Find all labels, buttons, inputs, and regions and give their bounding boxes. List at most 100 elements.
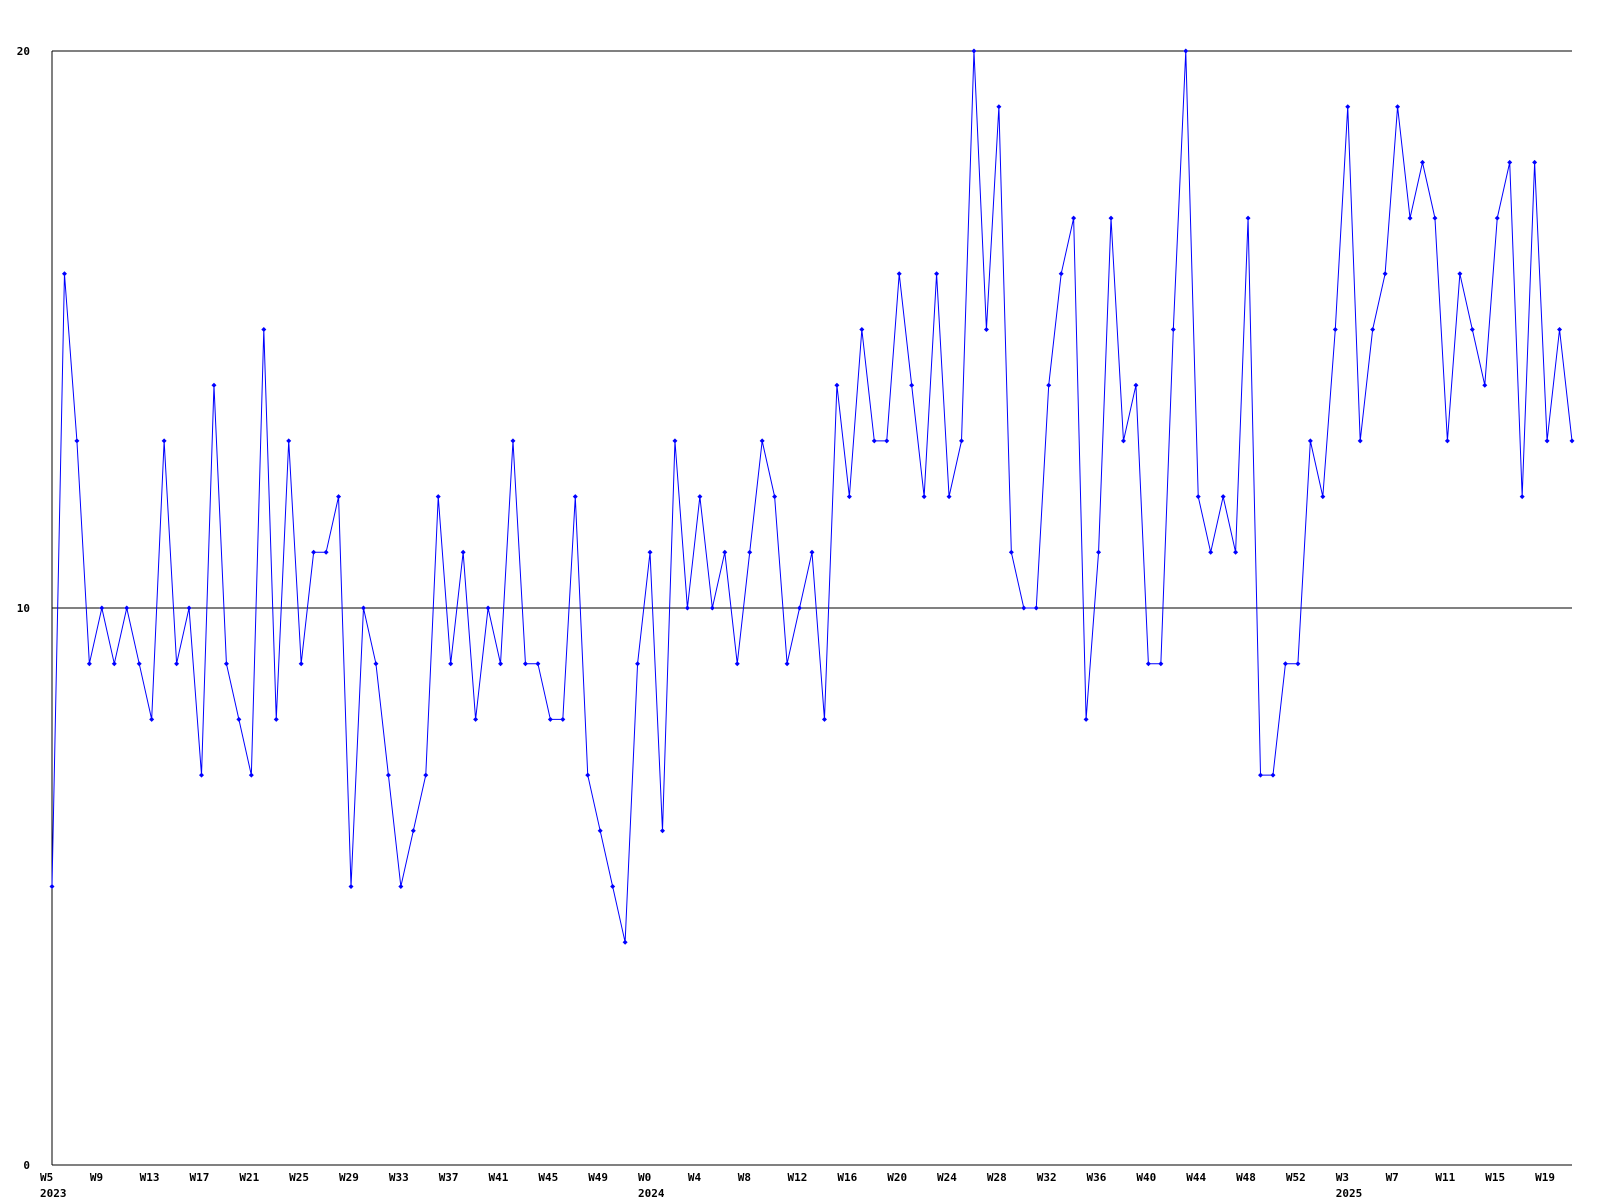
x-tick-label: W0 <box>638 1171 651 1184</box>
point-marker <box>1432 215 1438 221</box>
point-marker <box>1133 382 1139 388</box>
point-marker <box>1096 549 1102 555</box>
point-marker <box>734 661 740 667</box>
point-marker <box>971 48 977 54</box>
point-marker <box>996 104 1002 110</box>
point-marker <box>473 716 479 722</box>
point-marker <box>1357 438 1363 444</box>
point-marker <box>672 438 678 444</box>
point-marker <box>1457 271 1463 277</box>
point-marker <box>1444 438 1450 444</box>
point-marker <box>111 661 117 667</box>
point-marker <box>286 438 292 444</box>
point-marker <box>1046 382 1052 388</box>
point-marker <box>435 494 441 500</box>
x-tick-label: W20 <box>887 1171 907 1184</box>
point-marker <box>1395 104 1401 110</box>
point-marker <box>622 939 628 945</box>
x-tick-label: W19 <box>1535 1171 1555 1184</box>
point-marker <box>236 716 242 722</box>
point-marker <box>1120 438 1126 444</box>
x-tick-label: W32 <box>1037 1171 1057 1184</box>
point-marker <box>498 661 504 667</box>
point-marker <box>547 716 553 722</box>
point-marker <box>759 438 765 444</box>
point-marker <box>921 494 927 500</box>
point-marker <box>223 661 229 667</box>
point-marker <box>934 271 940 277</box>
point-marker <box>1469 327 1475 332</box>
point-marker <box>1083 716 1089 722</box>
point-marker <box>1382 271 1388 277</box>
point-marker <box>385 772 391 778</box>
point-marker <box>1008 549 1014 555</box>
point-marker <box>74 438 80 444</box>
point-marker <box>784 661 790 667</box>
point-marker <box>722 549 728 555</box>
point-marker <box>1332 327 1338 332</box>
point-marker <box>1407 215 1413 221</box>
point-marker <box>946 494 952 500</box>
x-tick-label: W16 <box>837 1171 857 1184</box>
point-marker <box>49 884 55 889</box>
point-marker <box>821 716 827 722</box>
point-marker <box>273 716 279 722</box>
point-marker <box>871 438 877 444</box>
x-tick-label: W24 <box>937 1171 957 1184</box>
x-tick-label: W41 <box>489 1171 509 1184</box>
point-marker <box>1158 661 1164 667</box>
point-marker <box>647 549 653 555</box>
point-marker <box>1544 438 1550 444</box>
point-marker <box>1071 215 1077 221</box>
x-tick-label: W3 <box>1336 1171 1349 1184</box>
point-marker <box>398 884 404 889</box>
point-marker <box>610 884 616 889</box>
point-marker <box>248 772 254 778</box>
point-marker <box>1195 494 1201 500</box>
x-year-label: 2023 <box>40 1187 67 1200</box>
point-marker <box>161 438 167 444</box>
point-marker <box>959 438 965 444</box>
point-marker <box>884 438 890 444</box>
x-tick-label: W33 <box>389 1171 409 1184</box>
y-tick-label: 10 <box>17 602 30 615</box>
point-marker <box>585 772 591 778</box>
point-marker <box>597 828 603 834</box>
x-tick-label: W25 <box>289 1171 309 1184</box>
point-marker <box>360 605 366 611</box>
point-marker <box>124 605 130 611</box>
x-tick-label: W12 <box>788 1171 808 1184</box>
x-tick-label: W36 <box>1087 1171 1107 1184</box>
point-marker <box>1258 772 1264 778</box>
point-marker <box>485 605 491 611</box>
point-marker <box>311 549 317 555</box>
point-marker <box>136 661 142 667</box>
point-marker <box>1482 382 1488 388</box>
point-marker <box>535 661 541 667</box>
x-tick-label: W21 <box>239 1171 259 1184</box>
point-marker <box>1245 215 1251 221</box>
point-marker <box>809 549 815 555</box>
point-marker <box>572 494 578 500</box>
y-tick-label: 0 <box>23 1159 30 1172</box>
point-marker <box>1370 327 1376 332</box>
x-tick-label: W28 <box>987 1171 1007 1184</box>
point-marker <box>983 327 989 332</box>
x-tick-label: W15 <box>1485 1171 1505 1184</box>
point-marker <box>211 382 217 388</box>
x-tick-label: W37 <box>439 1171 459 1184</box>
point-marker <box>846 494 852 500</box>
point-marker <box>1282 661 1288 667</box>
x-tick-label: W4 <box>688 1171 702 1184</box>
x-year-label: 2025 <box>1336 1187 1363 1200</box>
point-marker <box>323 549 329 555</box>
point-marker <box>348 884 354 889</box>
point-marker <box>797 605 803 611</box>
point-marker <box>635 661 641 667</box>
x-tick-label: W45 <box>538 1171 558 1184</box>
point-marker <box>199 772 205 778</box>
x-tick-label: W5 <box>40 1171 53 1184</box>
point-marker <box>1108 215 1114 221</box>
